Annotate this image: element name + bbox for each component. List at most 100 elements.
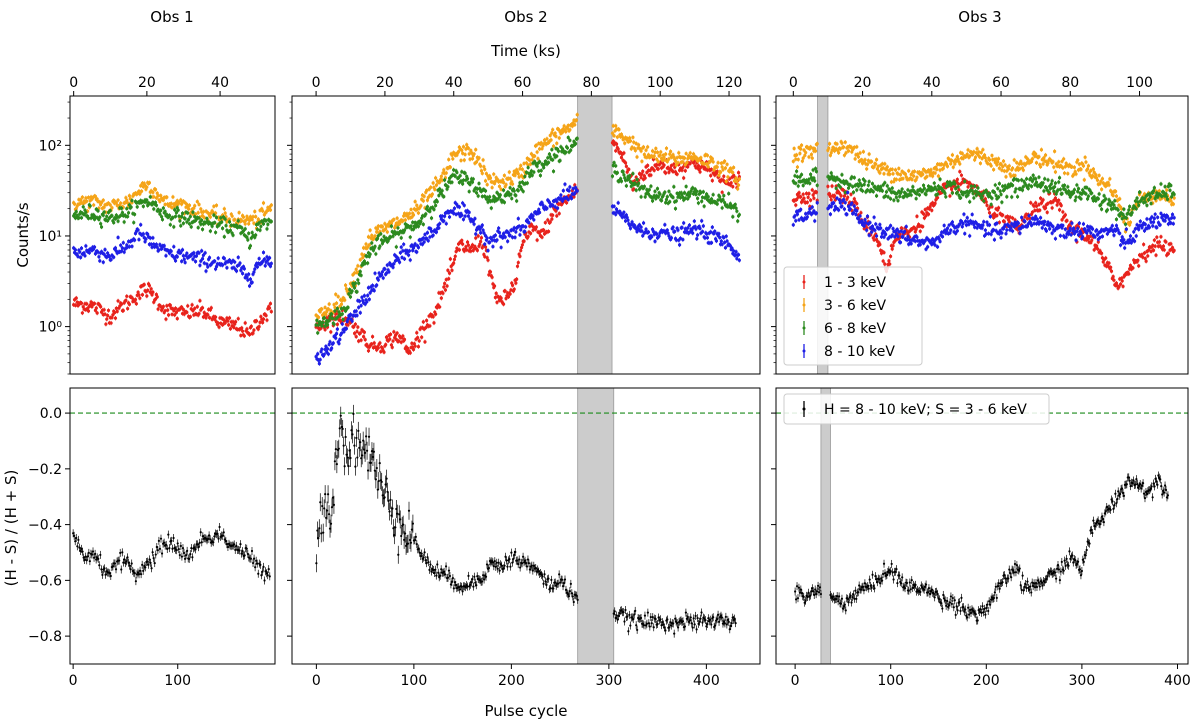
data-point	[565, 146, 570, 150]
data-point	[653, 189, 657, 193]
data-point	[95, 311, 99, 315]
data-point	[187, 222, 192, 226]
data-point	[720, 190, 724, 194]
data-point	[495, 300, 499, 304]
data-point	[637, 143, 641, 147]
data-point	[220, 263, 225, 267]
data-point	[183, 260, 187, 265]
data-point	[223, 211, 227, 215]
data-point	[450, 268, 454, 272]
data-point	[494, 291, 498, 295]
data-point	[475, 248, 479, 253]
data-point	[139, 184, 143, 188]
data-point	[614, 164, 618, 168]
data-point	[622, 151, 626, 155]
data-point	[154, 203, 158, 207]
data-point	[388, 332, 393, 336]
data-point	[188, 315, 192, 319]
data-point	[429, 185, 433, 189]
data-point	[685, 160, 689, 165]
data-point	[123, 201, 127, 205]
data-point	[151, 290, 155, 294]
data-point	[477, 181, 481, 186]
data-point	[172, 245, 176, 249]
data-point	[516, 260, 520, 265]
data-point	[149, 287, 153, 291]
data-point	[241, 329, 245, 333]
data-point	[461, 145, 466, 149]
data-point	[86, 216, 91, 220]
data-point	[85, 302, 89, 306]
data-point	[361, 335, 366, 339]
top-axis-label: Time (ks)	[490, 42, 561, 60]
data-point	[80, 195, 84, 199]
data-point	[185, 220, 189, 224]
data-point	[101, 260, 105, 264]
data-point	[516, 188, 520, 193]
data-point	[731, 170, 735, 175]
data-point	[241, 215, 246, 219]
data-point	[163, 202, 167, 207]
data-point	[191, 210, 195, 214]
data-point	[508, 186, 512, 190]
data-point	[250, 230, 254, 235]
data-point	[204, 316, 208, 320]
data-point	[343, 298, 347, 302]
data-point	[652, 168, 656, 172]
data-point	[483, 254, 487, 259]
data-point	[429, 216, 434, 220]
data-point	[416, 224, 421, 229]
data-point	[108, 203, 112, 207]
data-point	[485, 183, 489, 187]
data-point	[471, 177, 475, 181]
data-point	[664, 152, 668, 156]
data-point	[520, 243, 524, 247]
data-point	[480, 171, 484, 175]
data-point	[219, 216, 223, 220]
data-point	[248, 244, 253, 248]
data-point	[681, 165, 685, 170]
data-point	[202, 261, 206, 265]
data-point	[388, 337, 392, 341]
data-point	[416, 211, 421, 215]
data-point	[564, 150, 568, 154]
data-point	[163, 209, 167, 214]
data-point	[87, 251, 91, 255]
data-point	[168, 223, 172, 227]
data-point	[507, 170, 511, 174]
data-point	[203, 251, 207, 255]
data-point	[357, 281, 361, 285]
data-point	[125, 294, 129, 298]
data-point	[410, 341, 414, 345]
data-point	[148, 236, 152, 240]
data-point	[656, 195, 660, 199]
data-point	[243, 321, 247, 325]
data-point	[127, 302, 131, 306]
data-point	[220, 220, 224, 224]
data-point	[684, 184, 688, 189]
data-point	[187, 207, 191, 211]
data-point	[240, 226, 244, 230]
panel-obs2-lightcurve: 0 20 40 60 80 100 120	[287, 75, 761, 375]
data-point	[192, 251, 196, 255]
data-point	[197, 216, 201, 220]
data-point	[179, 198, 183, 202]
data-point	[639, 195, 643, 199]
data-point	[537, 160, 542, 164]
data-point	[255, 265, 260, 269]
data-point	[737, 213, 741, 217]
data-point	[716, 161, 720, 165]
data-point	[193, 215, 197, 219]
data-point	[85, 199, 89, 203]
x-tick-label-top: 0	[69, 75, 78, 91]
data-point	[432, 321, 436, 325]
data-point	[124, 298, 128, 303]
data-point	[476, 194, 480, 198]
data-point	[612, 134, 616, 138]
data-point	[338, 337, 342, 342]
data-point	[721, 198, 725, 202]
data-point	[479, 239, 483, 244]
axes-frame	[69, 95, 276, 375]
data-point	[156, 307, 160, 311]
